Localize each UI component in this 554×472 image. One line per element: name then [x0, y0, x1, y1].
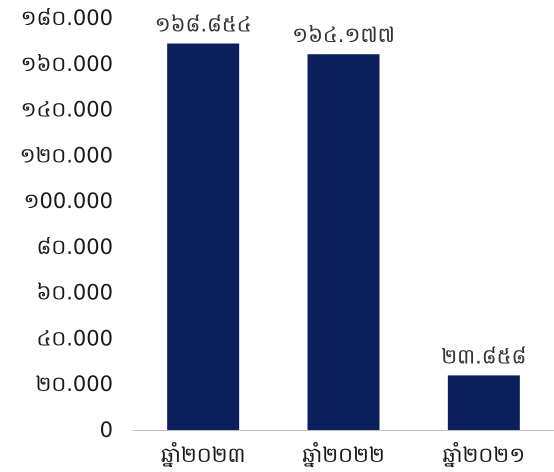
bar: [307, 54, 380, 430]
y-tick-label: ២០.000: [35, 372, 113, 396]
data-label: ២៣.៨៥៨: [441, 344, 526, 368]
y-tick-label: ១៨០.000: [21, 6, 113, 30]
data-label: ១៦៨.៨៥៤: [155, 13, 252, 37]
y-tick-label: ៦០.000: [37, 281, 114, 305]
y-tick-label: 0: [100, 418, 113, 442]
data-label: ១៦៤.១៧៧: [292, 23, 395, 47]
y-tick-label: ៨០.000: [37, 235, 114, 259]
y-tick-label: ១៦០.000: [21, 52, 113, 76]
x-category-label: ឆ្នាំ២០២៣: [161, 442, 246, 468]
x-category-label: ឆ្នាំ២០២១: [443, 442, 526, 468]
bar: [447, 375, 520, 430]
x-category-label: ឆ្នាំ២០២២: [302, 442, 385, 468]
y-tick-label: ១២០.000: [20, 143, 113, 167]
bar: [167, 43, 240, 430]
y-tick-label: ១៤០.000: [21, 98, 113, 122]
y-tick-label: ១00.000: [24, 189, 113, 213]
y-tick-label: ៤០.000: [37, 326, 114, 350]
